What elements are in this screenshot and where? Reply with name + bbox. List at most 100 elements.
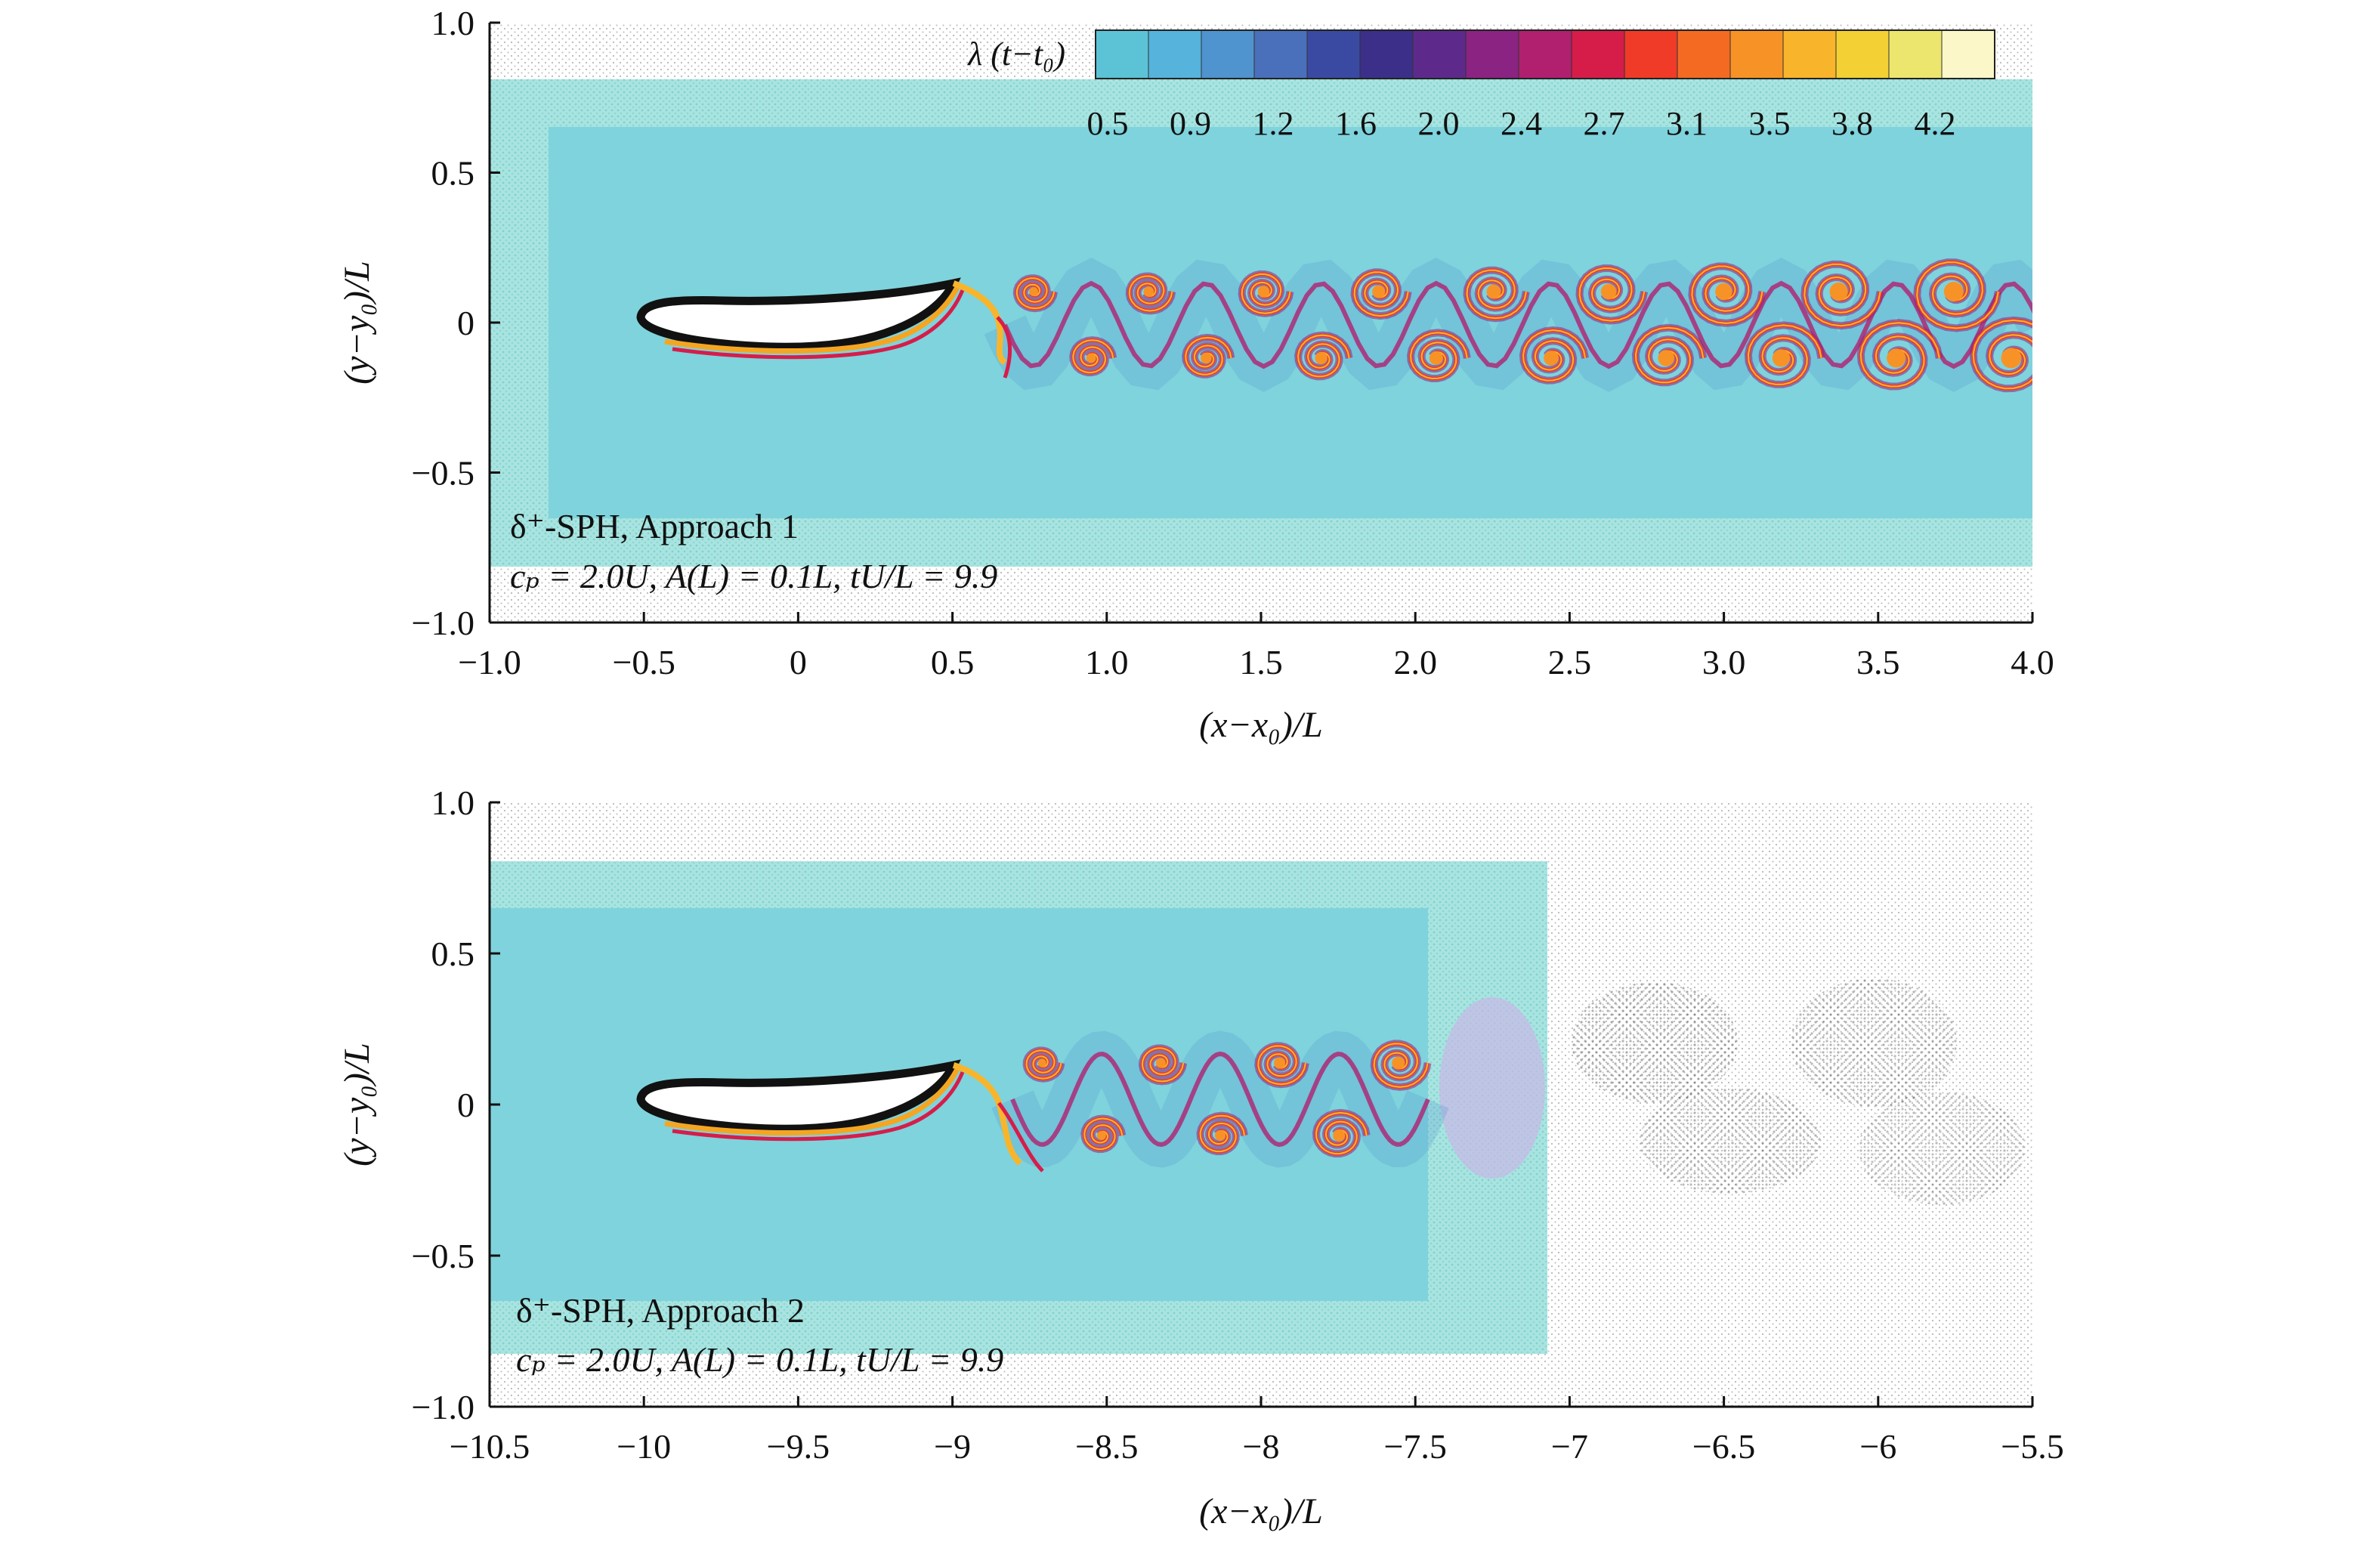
colorbar-tick-label: 0.9	[1170, 105, 1211, 142]
x-axis-title-bottom: (x−x₀)/L	[1199, 1491, 1323, 1531]
vortex-spiral	[1634, 326, 1705, 384]
vortex-core	[1372, 285, 1386, 298]
vortex-core	[1544, 351, 1559, 366]
y-tick-label: −1.0	[412, 1388, 474, 1426]
dissolving-wake	[1439, 978, 2025, 1205]
vortex-core	[1333, 1129, 1346, 1142]
annotation-params-top: cₚ = 2.0U, A(L) = 0.1L, tU/L = 9.9	[510, 557, 997, 595]
colorbar-swatch	[1518, 29, 1572, 79]
vortex-spiral	[1128, 275, 1173, 312]
vortex-core	[1143, 286, 1154, 297]
y-tick-label: 0.5	[431, 154, 475, 193]
x-tick-label: 1.5	[1239, 643, 1283, 681]
x-tick-label: 2.5	[1548, 643, 1592, 681]
vortex-spiral	[1972, 319, 2032, 390]
vortex-spiral	[1691, 265, 1763, 324]
vortex-spiral	[1315, 1111, 1368, 1155]
vortex-spiral	[1747, 324, 1822, 385]
x-tick-label: −6	[1859, 1427, 1896, 1466]
wake-top	[984, 258, 2032, 393]
colorbar-swatch	[1677, 29, 1731, 79]
vortex-core	[1429, 351, 1443, 366]
vortex-spiral	[1804, 263, 1881, 327]
colorbar-tick-label: 3.5	[1749, 105, 1791, 142]
colorbar-swatch	[1253, 29, 1308, 79]
colorbar-swatch	[1571, 29, 1625, 79]
vortex-spiral	[1015, 277, 1056, 310]
colorbar-swatch	[1412, 29, 1467, 79]
colorbar-swatch	[1624, 29, 1678, 79]
vortex-spiral	[1578, 267, 1646, 322]
panel-top: −1.0 −0.5 0 0.5 1.0 1.5 2.0 2.5 3.0 3.5 4.0 −1.0 −0.…	[337, 4, 2054, 745]
wake-bottom	[991, 1030, 1449, 1168]
colorbar-tick-label: 2.7	[1584, 105, 1625, 142]
x-tick-label: −6.5	[1692, 1427, 1755, 1466]
annotation-method-bottom: δ⁺-SPH, Approach 2	[516, 1291, 805, 1330]
vortex-core	[1887, 348, 1906, 368]
y-axis-title-top: (y−y₀)/L	[337, 261, 377, 385]
vortex-spiral	[1199, 1114, 1245, 1153]
vortex-spiral	[1185, 336, 1232, 375]
x-tick-label: −8.5	[1075, 1427, 1138, 1466]
vortex-spiral	[1257, 1045, 1306, 1086]
x-tick-label: 0	[790, 643, 807, 681]
colorbar-swatch	[1835, 29, 1890, 79]
panel-bottom: −10.5 −10 −9.5 −9 −8.5 −8 −7.5 −7 −6.5 −6 −5.5 −1.0…	[337, 783, 2064, 1531]
vortex-core	[1274, 1057, 1286, 1069]
colorbar-swatch	[1782, 29, 1837, 79]
airfoil-bottom	[636, 1059, 965, 1142]
airfoil-top	[636, 277, 965, 360]
vortex-spiral	[1025, 1049, 1062, 1080]
x-tick-label: 3.5	[1856, 643, 1900, 681]
annotation-method-top: δ⁺-SPH, Approach 1	[510, 507, 799, 545]
x-tick-label: 1.0	[1085, 643, 1129, 681]
vortex-spiral	[1072, 339, 1114, 374]
y-tick-label: 0.5	[431, 935, 475, 973]
vortex-spiral	[1353, 271, 1409, 317]
y-tick-label: 0	[457, 1086, 474, 1124]
vortex-spiral	[1466, 269, 1527, 320]
colorbar-tick-label: 3.1	[1666, 105, 1708, 142]
vortex-core	[1096, 1130, 1106, 1141]
vortex-spiral	[1373, 1043, 1429, 1088]
field-top	[490, 23, 2032, 623]
annotation-params-bottom: cₚ = 2.0U, A(L) = 0.1L, tU/L = 9.9	[516, 1340, 1003, 1379]
wake-centerline	[1003, 280, 2032, 369]
colorbar-label: λ (t−t₀)	[966, 36, 1065, 73]
x-tick-label: −10	[617, 1427, 671, 1466]
colorbar-tick-label: 4.2	[1915, 105, 1956, 142]
trailing-shear-layer-bottom	[952, 1062, 1044, 1173]
y-tick-label: 1.0	[431, 4, 475, 42]
x-tick-label: −9	[934, 1427, 971, 1466]
colorbar-swatch	[1148, 29, 1202, 79]
colorbar-tick-label: 1.2	[1253, 105, 1294, 142]
vortex-core	[1715, 283, 1732, 301]
x-tick-label: −9.5	[767, 1427, 830, 1466]
vortex-spiral	[1859, 322, 1940, 388]
colorbar-swatch	[1465, 29, 1519, 79]
x-tick-label: −1.0	[458, 643, 521, 681]
vortex-core	[1086, 353, 1096, 363]
vortex-core	[1257, 286, 1270, 298]
vortex-core	[1315, 351, 1328, 365]
vortex-spiral	[1916, 261, 1999, 329]
vortex-spiral	[1141, 1047, 1185, 1083]
vortex-core	[1486, 284, 1501, 299]
vortex-core	[1772, 349, 1791, 367]
colorbar-swatch	[1941, 29, 1995, 79]
vortex-core	[1658, 350, 1675, 366]
colorbar-tick-label: 2.4	[1501, 105, 1542, 142]
colorbar-swatch	[1729, 29, 1784, 79]
colorbar: λ (t−t₀) 0.5 0.9 1.2 1.6 2.0 2.4 2.7 3.1 3.5 3.8 4…	[966, 29, 1995, 142]
colorbar-swatch	[1888, 29, 1943, 79]
vortex-core	[1037, 1058, 1046, 1068]
vortex-core	[1829, 282, 1848, 301]
colorbar-swatch	[1306, 29, 1361, 79]
vortex-core	[2001, 348, 2022, 369]
x-tick-label: 3.0	[1702, 643, 1746, 681]
vortex-core	[1201, 352, 1212, 364]
vortex-spiral	[1083, 1117, 1124, 1151]
y-tick-label: −1.0	[412, 604, 474, 642]
ticks-top: −1.0 −0.5 0 0.5 1.0 1.5 2.0 2.5 3.0 3.5 4.0 −1.0 −0.…	[412, 4, 2054, 681]
